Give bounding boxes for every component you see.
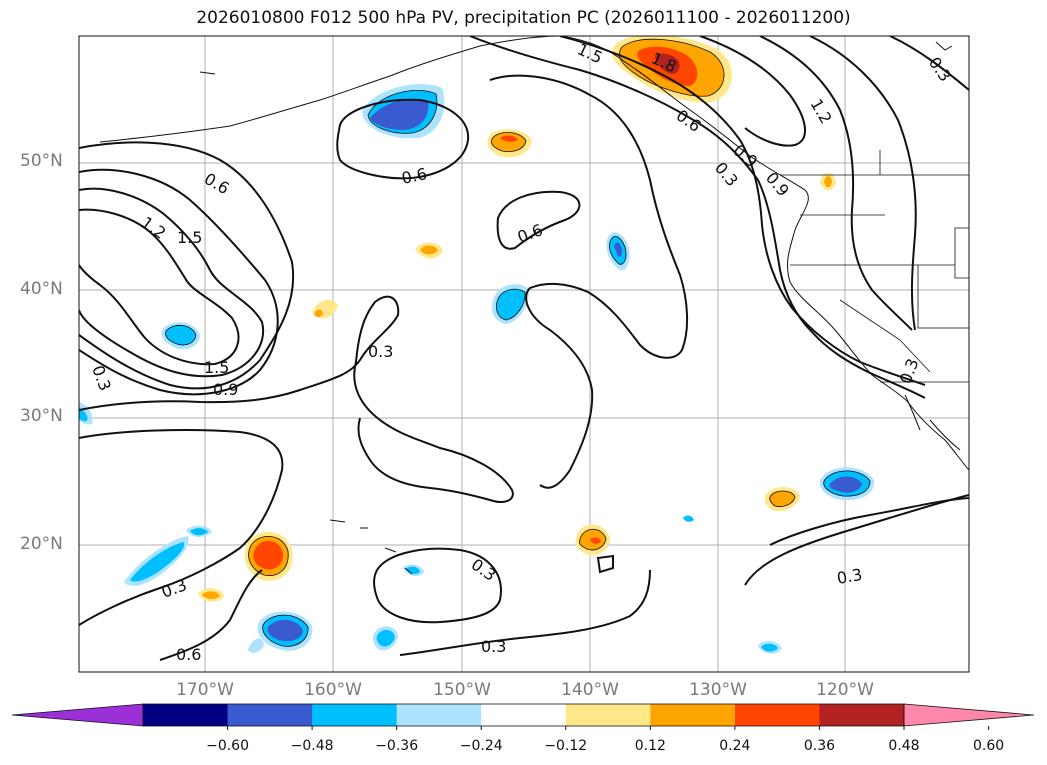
- colorbar-segment: [650, 704, 736, 726]
- precip-positive-blobs: [198, 36, 836, 602]
- colorbar-segment: [227, 704, 313, 726]
- colorbar-tick-label: 0.60: [972, 738, 1005, 754]
- colorbar-tick-label: 0.12: [634, 738, 666, 754]
- lon-label: 150°W: [433, 680, 491, 700]
- precip-blob: [612, 36, 732, 103]
- contour-label: 1.5: [204, 358, 229, 377]
- precip-blob: [244, 531, 293, 581]
- colorbar-extend-min: [11, 703, 144, 727]
- lon-label: 160°W: [304, 680, 362, 700]
- plot-frame: [78, 35, 970, 673]
- contour-label: 0.6: [400, 164, 429, 188]
- lon-label: 130°W: [689, 680, 747, 700]
- lat-label: 30°N: [20, 406, 63, 426]
- contour-label: 0.3: [835, 565, 863, 588]
- map-plot-area: 0.6 0.6 0.6 1.2 1.5 1.5 0.9 0.3 0.3 0.3 …: [79, 36, 969, 672]
- precip-blob: [372, 626, 398, 651]
- precip-blob: [415, 242, 443, 259]
- colorbar-extend-max: [903, 703, 1035, 727]
- lat-label: 40°N: [20, 279, 63, 299]
- colorbar-segment: [734, 704, 820, 726]
- lat-label: 20°N: [20, 534, 63, 554]
- precip-blob: [124, 536, 189, 586]
- colorbar-segment: [396, 704, 482, 726]
- colorbar-segment: [819, 704, 905, 726]
- colorbar-segment: [481, 704, 567, 726]
- precip-blob: [820, 173, 836, 191]
- precip-blob: [186, 525, 212, 537]
- colorbar-tick-label: −0.12: [544, 738, 588, 754]
- colorbar-frame: [142, 703, 905, 727]
- lon-label: 140°W: [561, 680, 619, 700]
- precip-blob: [606, 232, 630, 271]
- precip-blob: [758, 640, 782, 654]
- colorbar-tick-label: 0.24: [719, 738, 751, 754]
- colorbar-tick-label: −0.24: [459, 738, 503, 754]
- colorbar-tick-label: 0.48: [888, 738, 920, 754]
- precip-outlines: [165, 38, 871, 647]
- lat-label: 50°N: [20, 151, 63, 171]
- graticule: [79, 36, 969, 672]
- colorbar-tick-label: 0.36: [803, 738, 836, 754]
- colorbar-tick-label: −0.60: [206, 738, 249, 754]
- lon-label: 170°W: [176, 680, 234, 700]
- contour-label: 0.9: [213, 380, 238, 399]
- colorbar-segment: [143, 704, 229, 726]
- map-title: 2026010800 F012 500 hPa PV, precipitatio…: [196, 8, 851, 28]
- precip-blob: [683, 515, 694, 522]
- precip-blob: [161, 322, 200, 350]
- colorbar: [11, 703, 1035, 730]
- coastlines: [99, 36, 969, 575]
- precip-blob: [312, 299, 338, 319]
- contour-label: 0.3: [368, 342, 393, 361]
- colorbar-tick-label: −0.36: [375, 738, 419, 754]
- colorbar-segment: [312, 704, 398, 726]
- political-borders: [780, 150, 969, 383]
- contour-label: 1.5: [177, 228, 202, 247]
- contour-label: 0.6: [176, 645, 201, 664]
- colorbar-tick-label: −0.48: [290, 738, 334, 754]
- contour-label: 0.3: [481, 637, 506, 656]
- precip-blob: [487, 129, 532, 158]
- precip-blob: [198, 588, 224, 602]
- precip-blob: [819, 467, 875, 501]
- colorbar-segment: [565, 704, 651, 726]
- precip-blob: [79, 402, 93, 425]
- lon-label: 120°W: [816, 680, 874, 700]
- precip-blob: [248, 638, 264, 653]
- pv-contours: [79, 36, 969, 661]
